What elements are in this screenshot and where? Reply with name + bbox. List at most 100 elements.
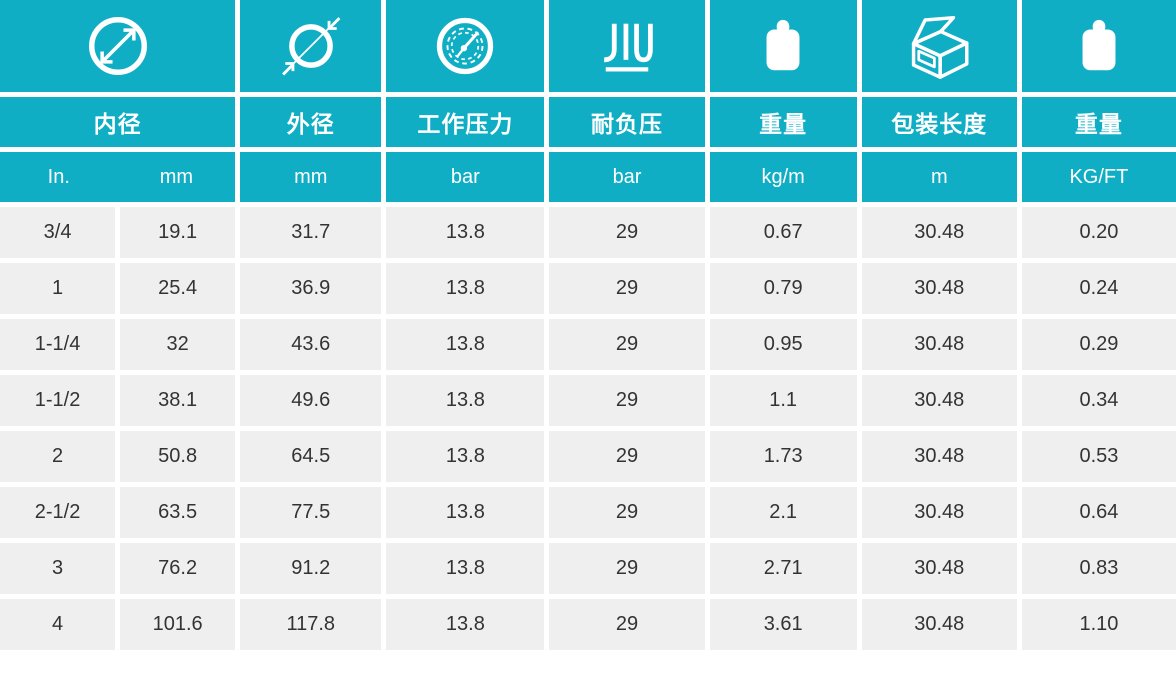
column-label-cell: 包装长度 — [861, 97, 1017, 147]
column-label-cell: 内径 — [0, 97, 236, 147]
weight-per-meter-icon — [752, 15, 814, 77]
table-cell: 3 — [0, 543, 116, 594]
table-cell: 1-1/4 — [0, 319, 116, 370]
column-label: 外径 — [286, 111, 335, 137]
package-length-icon — [902, 9, 976, 83]
table-cell: 29 — [549, 543, 705, 594]
table-cell: 13.8 — [386, 599, 545, 650]
column-label: 重量 — [1074, 111, 1123, 137]
header-icon-cell — [861, 0, 1017, 92]
column-label: 重量 — [759, 111, 808, 137]
table-cell: 1 — [0, 263, 116, 314]
table-cell: 2 — [0, 431, 116, 482]
vacuum-resistance-icon — [593, 12, 661, 80]
table-cell: 76.2 — [120, 543, 236, 594]
table-cell: 30.48 — [861, 375, 1017, 426]
header-icon-cell — [549, 0, 705, 92]
table-cell: 30.48 — [861, 319, 1017, 370]
unit-label: mm — [159, 165, 194, 188]
unit-cell: kg/m — [709, 152, 857, 202]
header-icon-cell — [709, 0, 857, 92]
table-cell: 36.9 — [240, 263, 382, 314]
table-cell: 91.2 — [240, 543, 382, 594]
table-cell: 13.8 — [386, 375, 545, 426]
table-cell: 13.8 — [386, 431, 545, 482]
outer-diameter-icon — [276, 11, 346, 81]
table-cell: 30.48 — [861, 207, 1017, 258]
table-cell: 13.8 — [386, 207, 545, 258]
column-label: 耐负压 — [591, 111, 664, 137]
table-cell: 64.5 — [240, 431, 382, 482]
table-cell: 43.6 — [240, 319, 382, 370]
table-cell: 117.8 — [240, 599, 382, 650]
header-icon-cell — [0, 0, 236, 92]
table-cell: 13.8 — [386, 263, 545, 314]
table-cell: 29 — [549, 263, 705, 314]
table-cell: 0.64 — [1021, 487, 1176, 538]
unit-label: m — [930, 165, 948, 188]
table-cell: 31.7 — [240, 207, 382, 258]
column-label-cell: 重量 — [1021, 97, 1176, 147]
table-cell: 13.8 — [386, 543, 545, 594]
table-cell: 29 — [549, 599, 705, 650]
table-cell: 38.1 — [120, 375, 236, 426]
table-cell: 29 — [549, 319, 705, 370]
table-cell: 30.48 — [861, 487, 1017, 538]
table-cell: 13.8 — [386, 319, 545, 370]
table-cell: 0.34 — [1021, 375, 1176, 426]
table-cell: 30.48 — [861, 599, 1017, 650]
header-icon-cell — [240, 0, 382, 92]
table-cell: 30.48 — [861, 263, 1017, 314]
unit-label: kg/m — [761, 165, 805, 188]
column-label: 内径 — [93, 111, 142, 137]
table-cell: 13.8 — [386, 487, 545, 538]
table-cell: 19.1 — [120, 207, 236, 258]
table-cell: 4 — [0, 599, 116, 650]
unit-cell: KG/FT — [1021, 152, 1176, 202]
column-label-cell: 重量 — [709, 97, 857, 147]
table-cell: 29 — [549, 431, 705, 482]
table-cell: 0.20 — [1021, 207, 1176, 258]
table-cell: 30.48 — [861, 431, 1017, 482]
inner-diameter-icon — [83, 11, 153, 81]
table-cell: 3/4 — [0, 207, 116, 258]
table-cell: 1.1 — [709, 375, 857, 426]
unit-cell: mm — [240, 152, 382, 202]
table-cell: 29 — [549, 207, 705, 258]
header-icon-cell — [1021, 0, 1176, 92]
table-cell: 101.6 — [120, 599, 236, 650]
table-cell: 77.5 — [240, 487, 382, 538]
unit-cell: bar — [386, 152, 545, 202]
table-cell: 50.8 — [120, 431, 236, 482]
table-cell: 1.10 — [1021, 599, 1176, 650]
header-icon-cell — [386, 0, 545, 92]
table-cell: 0.67 — [709, 207, 857, 258]
table-cell: 25.4 — [120, 263, 236, 314]
table-cell: 0.53 — [1021, 431, 1176, 482]
column-label-cell: 工作压力 — [386, 97, 545, 147]
spec-table: 内径 外径 工作压力 耐负压 重量 包装长度 重量 In. mm mm bar bar kg/m m KG/… — [0, 0, 1176, 650]
table-cell: 30.48 — [861, 543, 1017, 594]
unit-cell: In. mm — [0, 152, 236, 202]
table-cell: 2.71 — [709, 543, 857, 594]
column-label-cell: 耐负压 — [549, 97, 705, 147]
unit-label: KG/FT — [1069, 165, 1129, 188]
table-cell: 1-1/2 — [0, 375, 116, 426]
table-cell: 29 — [549, 375, 705, 426]
unit-label: In. — [47, 165, 70, 188]
table-cell: 29 — [549, 487, 705, 538]
table-cell: 32 — [120, 319, 236, 370]
column-label-cell: 外径 — [240, 97, 382, 147]
table-cell: 63.5 — [120, 487, 236, 538]
table-cell: 0.24 — [1021, 263, 1176, 314]
unit-label: mm — [294, 165, 328, 188]
column-label: 工作压力 — [417, 111, 514, 137]
table-cell: 2-1/2 — [0, 487, 116, 538]
table-cell: 0.95 — [709, 319, 857, 370]
table-cell: 0.79 — [709, 263, 857, 314]
unit-cell: m — [861, 152, 1017, 202]
unit-label: bar — [450, 165, 480, 188]
table-cell: 0.29 — [1021, 319, 1176, 370]
pressure-gauge-icon — [431, 12, 499, 80]
